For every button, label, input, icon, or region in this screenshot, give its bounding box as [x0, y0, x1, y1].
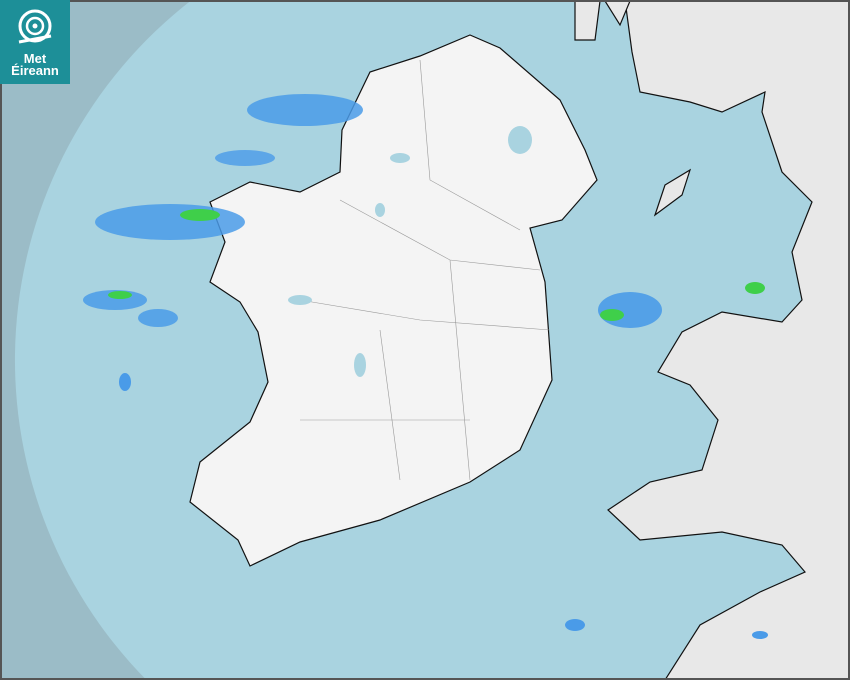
logo-text-met: Met [23, 51, 47, 66]
spiral-logo-icon [18, 9, 52, 44]
county-borders [299, 59, 551, 481]
met-eireann-logo: Met Éireann [0, 0, 70, 84]
isle-of-man [653, 168, 692, 217]
logo-text-eireann: Éireann [11, 63, 59, 78]
rain-echoes [83, 94, 768, 639]
ireland [189, 34, 598, 567]
lakes [288, 126, 532, 377]
